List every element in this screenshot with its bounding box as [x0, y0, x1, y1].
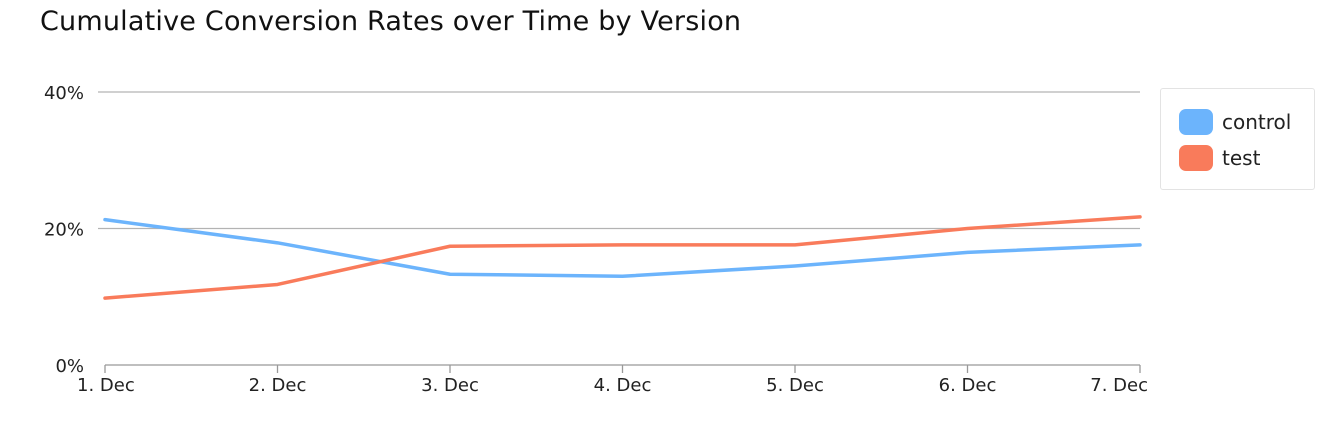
- y-tick-label: 40%: [44, 83, 84, 104]
- legend-label-control: control: [1222, 110, 1292, 134]
- legend-swatch-test: [1179, 145, 1213, 171]
- y-tick-label: 0%: [55, 356, 84, 377]
- x-axis: [104, 364, 1141, 373]
- legend-label-test: test: [1222, 146, 1261, 170]
- series-line-test[interactable]: [103, 215, 1142, 300]
- legend: control test: [1160, 88, 1315, 190]
- series-line-control[interactable]: [103, 217, 1142, 279]
- legend-item-test[interactable]: test: [1179, 145, 1260, 171]
- grid-lines: [98, 91, 1140, 230]
- x-tick-label: 6. Dec: [939, 375, 997, 396]
- x-tick-label: 3. Dec: [421, 375, 479, 396]
- x-axis-labels: 1. Dec 2. Dec 3. Dec 4. Dec 5. Dec 6. Dec 7. D…: [77, 375, 1148, 396]
- legend-item-control[interactable]: control: [1179, 109, 1291, 135]
- legend-swatch-control: [1179, 109, 1213, 135]
- x-tick-label: 2. Dec: [249, 375, 307, 396]
- chart-title: Cumulative Conversion Rates over Time by…: [40, 6, 742, 37]
- x-tick-label: 4. Dec: [594, 375, 652, 396]
- x-tick-label: 7. Dec: [1090, 375, 1148, 396]
- series-lines: [103, 215, 1142, 300]
- y-axis-labels: 0% 20% 40%: [44, 83, 84, 377]
- x-tick-label: 5. Dec: [766, 375, 824, 396]
- y-tick-label: 20%: [44, 220, 84, 241]
- x-tick-label: 1. Dec: [77, 375, 135, 396]
